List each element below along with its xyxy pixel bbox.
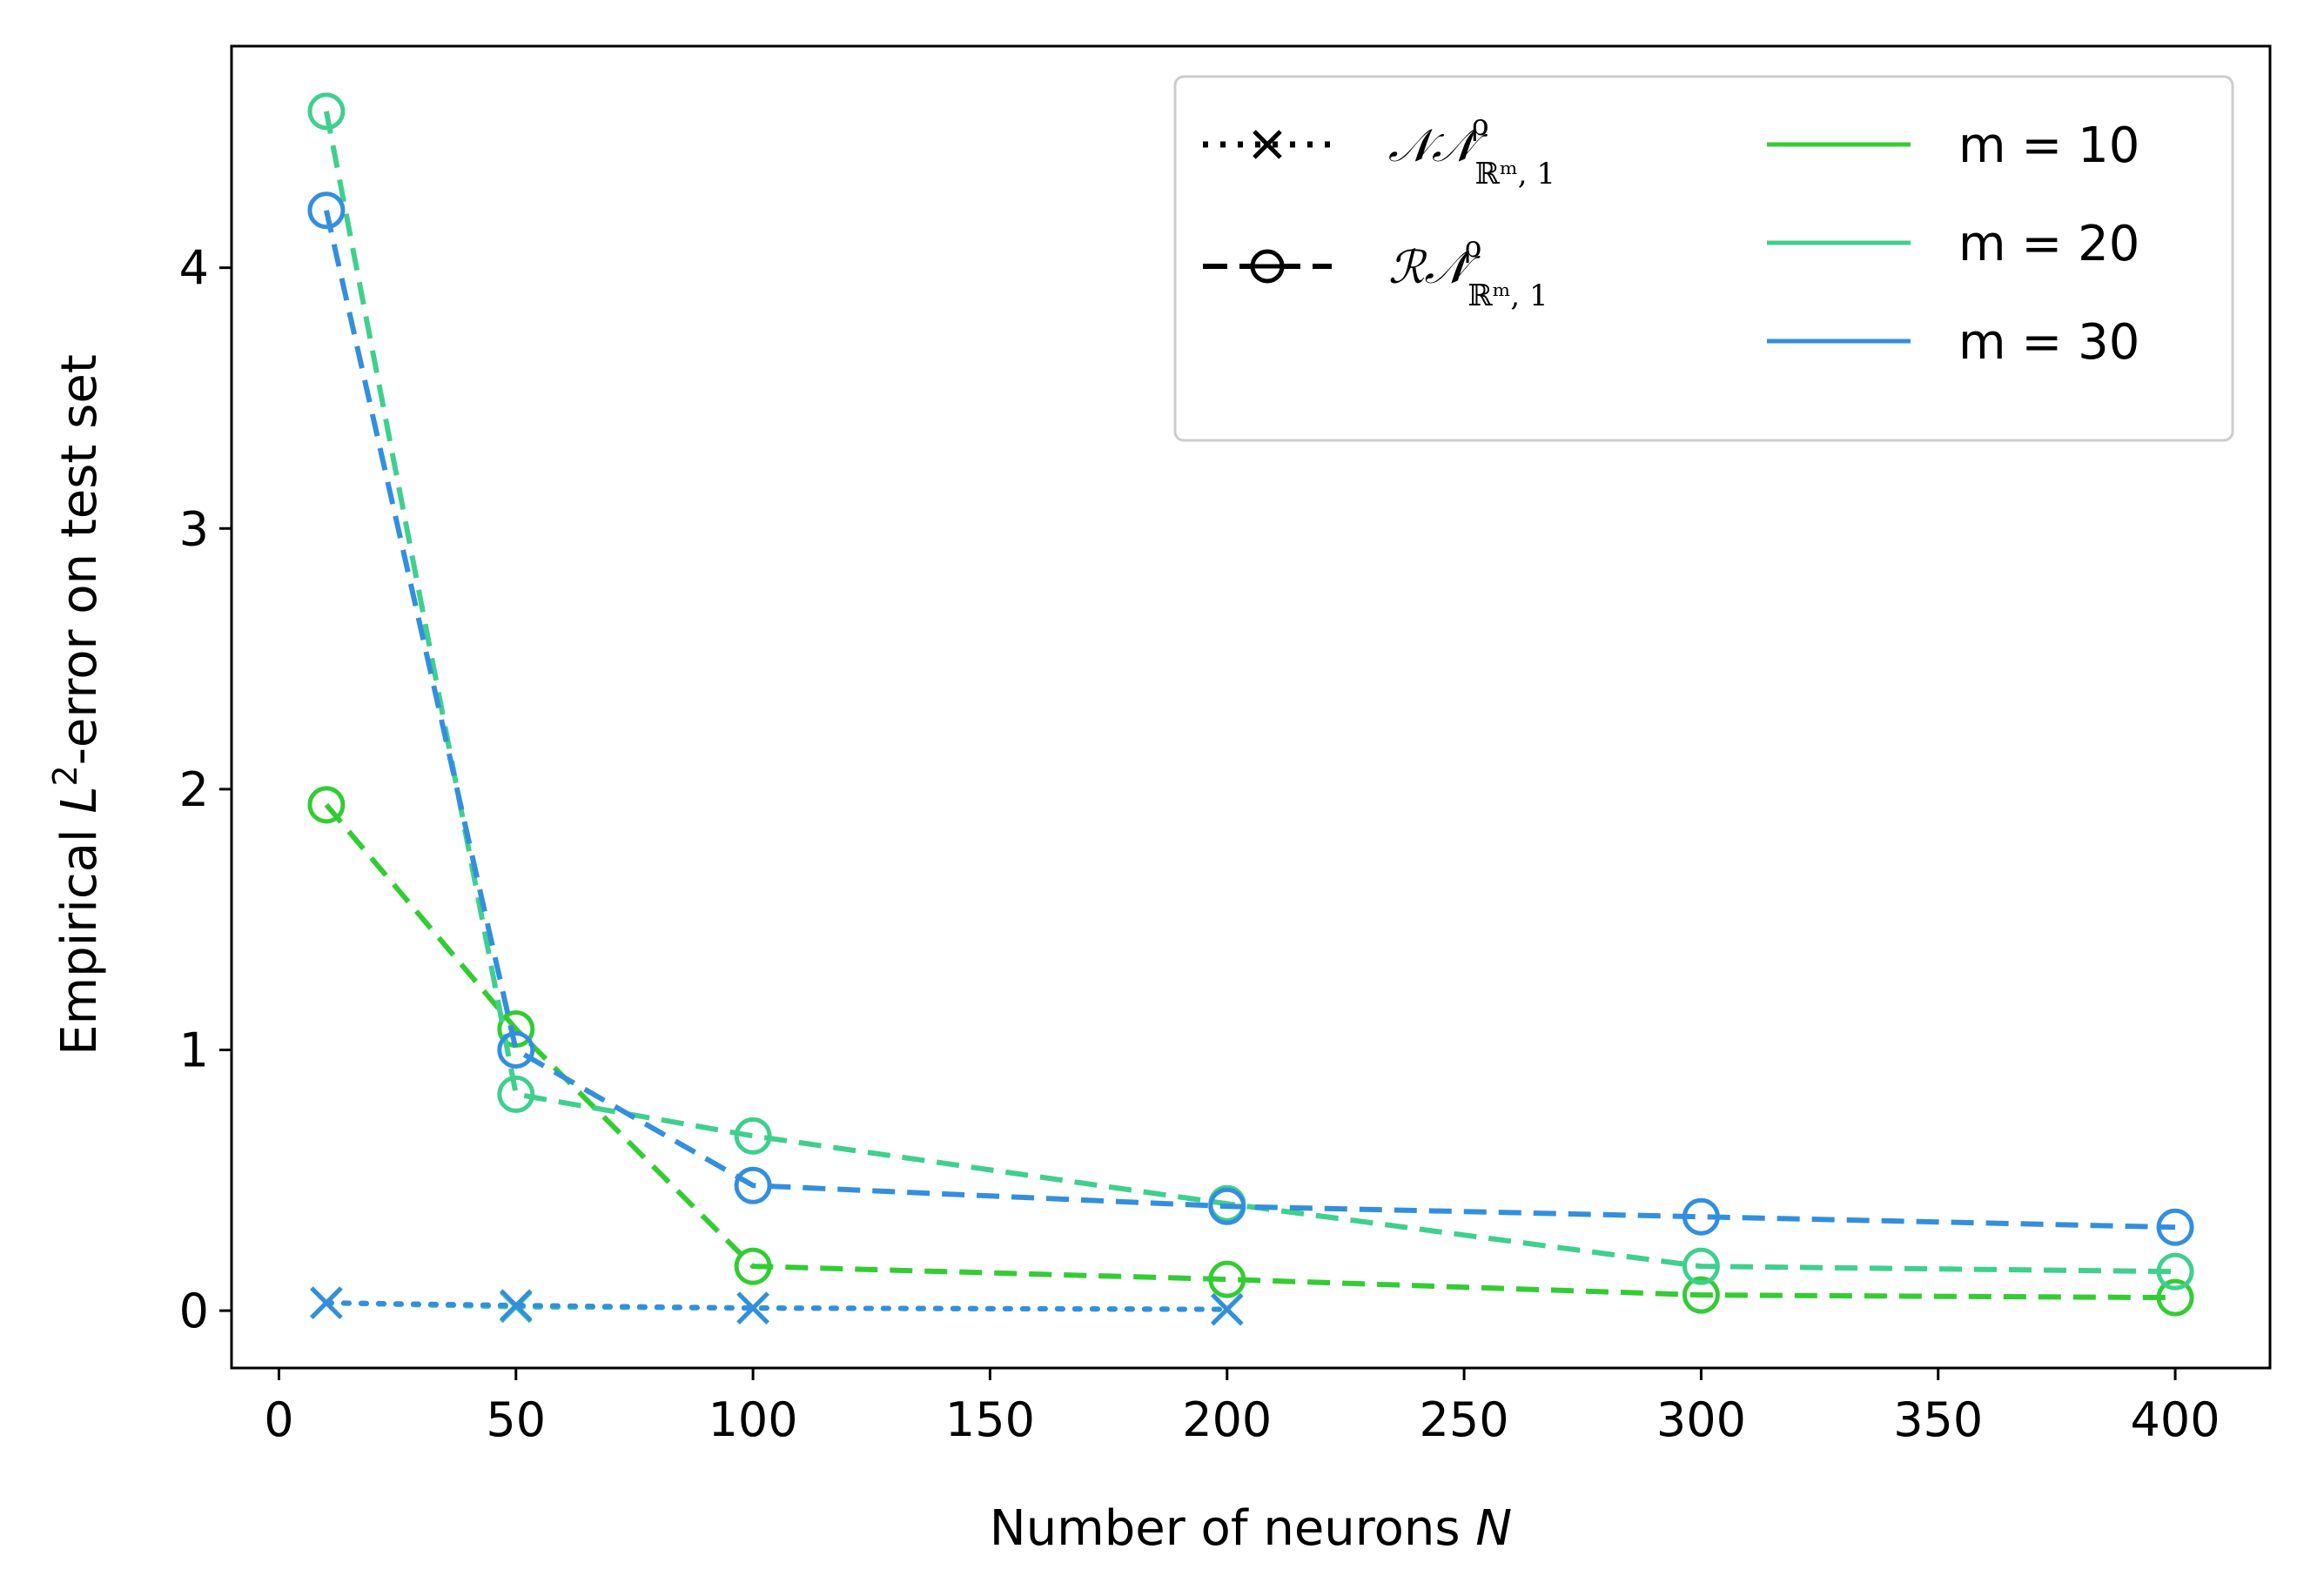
x-tick-label: 0 bbox=[264, 1392, 293, 1447]
legend-box bbox=[1173, 75, 2234, 442]
x-tick-label: 50 bbox=[486, 1392, 546, 1447]
data-point bbox=[2156, 1208, 2194, 1246]
legend-entry-m30: m = 30 bbox=[1767, 314, 2139, 371]
data-point bbox=[734, 1247, 772, 1285]
x-axis: 0 50 100 150 200 250 300 350 400 bbox=[264, 1368, 2220, 1447]
data-point bbox=[307, 92, 346, 131]
y-tick-label: 1 bbox=[179, 1023, 209, 1077]
x-tick-label: 400 bbox=[2131, 1392, 2220, 1447]
legend: 𝒩𝒩 ρ ℝᵐ, 1 ℛ𝒩 ρ ℝᵐ, 1 m = 10 m = 20 bbox=[1173, 75, 2234, 442]
data-point bbox=[1682, 1197, 1720, 1236]
legend-entry-rn: ℛ𝒩 ρ ℝᵐ, 1 bbox=[1203, 230, 1548, 313]
x-tick-label: 100 bbox=[709, 1392, 798, 1447]
x-tick-label: 150 bbox=[945, 1392, 1035, 1447]
legend-entry-m20: m = 20 bbox=[1767, 216, 2139, 272]
y-tick-label: 2 bbox=[179, 762, 209, 817]
y-axis: 0 1 2 3 4 bbox=[179, 241, 232, 1338]
data-point bbox=[497, 1075, 535, 1113]
data-point bbox=[2156, 1278, 2194, 1317]
data-point bbox=[310, 1286, 343, 1319]
x-tick-label: 350 bbox=[1893, 1392, 1983, 1447]
series-line bbox=[323, 111, 2176, 1275]
series-rn-m20 bbox=[307, 92, 2194, 1291]
data-point bbox=[307, 191, 346, 230]
legend-label-rn: ℛ𝒩 ρ ℝᵐ, 1 bbox=[1388, 230, 1548, 313]
data-point bbox=[500, 1289, 533, 1322]
y-axis-label: Empirical L2-error on test set bbox=[46, 354, 108, 1056]
legend-x-marker bbox=[1253, 130, 1282, 159]
x-tick-label: 250 bbox=[1420, 1392, 1509, 1447]
series-line bbox=[323, 1300, 1230, 1312]
y-tick-label: 0 bbox=[179, 1284, 209, 1338]
data-point bbox=[734, 1166, 772, 1204]
legend-label-nn: 𝒩𝒩 ρ ℝᵐ, 1 bbox=[1388, 108, 1555, 191]
x-axis-label: Number of neurons N bbox=[990, 1500, 1512, 1557]
data-point bbox=[736, 1291, 769, 1324]
data-point bbox=[307, 786, 346, 824]
data-point bbox=[1682, 1276, 1720, 1314]
series-line bbox=[324, 802, 2176, 1301]
series-nn-m30 bbox=[310, 1286, 1244, 1326]
y-tick-label: 3 bbox=[179, 501, 209, 556]
x-tick-label: 300 bbox=[1656, 1392, 1746, 1447]
data-point bbox=[1682, 1247, 1720, 1285]
data-point bbox=[1210, 1292, 1244, 1326]
data-point bbox=[1208, 1187, 1246, 1225]
series-line bbox=[324, 210, 2176, 1231]
y-tick-label: 4 bbox=[179, 241, 209, 296]
legend-label-m30: m = 30 bbox=[1958, 314, 2139, 371]
data-point bbox=[734, 1117, 772, 1155]
plot-frame bbox=[230, 44, 2272, 1370]
legend-entry-nn: 𝒩𝒩 ρ ℝᵐ, 1 bbox=[1203, 108, 1555, 191]
legend-entry-m10: m = 10 bbox=[1767, 117, 2139, 174]
data-point bbox=[497, 1030, 535, 1069]
series-rn-m30 bbox=[307, 191, 2194, 1246]
legend-label-m20: m = 20 bbox=[1958, 216, 2139, 272]
data-point bbox=[2156, 1252, 2194, 1291]
legend-label-m10: m = 10 bbox=[1958, 117, 2139, 174]
x-tick-label: 200 bbox=[1182, 1392, 1272, 1447]
plot-marks bbox=[307, 92, 2194, 1326]
data-point bbox=[1208, 1260, 1246, 1298]
